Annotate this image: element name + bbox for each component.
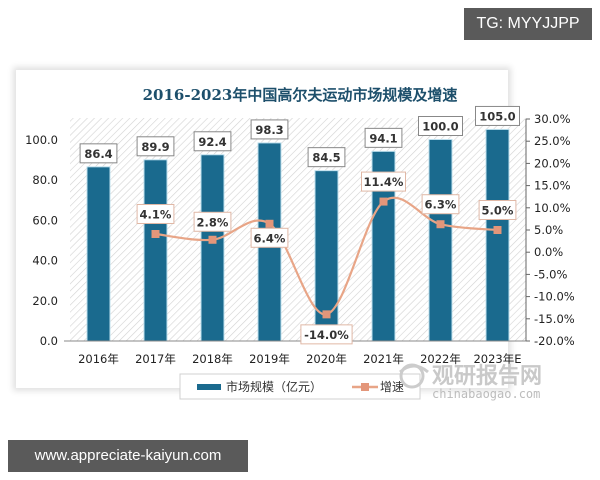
bar-value-label: 84.5 [312,151,340,165]
growth-value-label: 11.4% [364,175,404,189]
right-tick-label: -20.0% [534,334,575,348]
watermark-cn: 观研报告网 [432,364,542,389]
bar-value-label: 92.4 [198,135,226,149]
left-tick-label: 40.0 [32,254,58,268]
left-tick-label: 20.0 [32,294,58,308]
legend-bar-swatch [197,384,221,390]
right-tick-label: 25.0% [534,134,571,148]
bar-7 [486,129,509,341]
bar-value-label: 94.1 [369,131,397,145]
bar-value-label: 89.9 [141,140,169,154]
category-label: 2016年 [78,352,119,366]
right-tick-label: -10.0% [534,290,575,304]
category-label: 2018年 [192,352,233,366]
category-label: 2022年 [420,352,461,366]
category-label: 2019年 [249,352,290,366]
bar-4 [315,171,338,341]
category-label: 2021年 [363,352,404,366]
growth-value-label: 4.1% [140,207,172,221]
bar-value-label: 86.4 [84,147,112,161]
left-tick-label: 80.0 [32,173,58,187]
growth-marker [322,310,331,319]
right-tick-label: 15.0% [534,179,571,193]
growth-value-label: -14.0% [304,328,349,342]
right-tick-label: 0.0% [534,245,563,259]
category-label: 2020年 [306,352,347,366]
bar-1 [144,160,167,341]
growth-marker [151,229,160,238]
right-tick-label: -5.0% [534,267,567,281]
right-tick-label: 10.0% [534,201,571,215]
legend-label-market-size: 市场规模（亿元） [226,379,322,394]
bar-value-label: 98.3 [255,123,283,137]
right-tick-label: 20.0% [534,156,571,170]
plot-area: 0.0 20.0 40.0 60.0 80.0 100.0 30.0% 25.0% 20.0% 1… [25,105,575,366]
watermark-en: chinabaogao.com [432,387,540,401]
category-label: 2017年 [135,352,176,366]
growth-marker [379,197,388,206]
bar-0 [87,167,110,341]
growth-value-label: 6.3% [425,198,457,212]
chart-title: 2016-2023年中国高尔夫运动市场规模及增速 [143,86,458,104]
growth-marker [208,235,217,244]
left-tick-label: 0.0 [40,334,58,348]
bar-value-label: 100.0 [422,120,458,134]
right-tick-label: -15.0% [534,312,575,326]
growth-marker [493,226,502,234]
growth-value-label: 5.0% [482,204,514,218]
legend: 市场规模（亿元） 增速 [179,373,421,400]
category-label: 2023年E [473,352,521,366]
bar-6 [429,140,452,341]
right-tick-label: 5.0% [534,223,563,237]
left-tick-label: 60.0 [32,213,58,227]
growth-value-label: 2.8% [197,215,229,229]
left-tick-label: 100.0 [25,133,58,147]
url-badge: www.appreciate-kaiyun.com [8,440,248,472]
right-tick-label: 30.0% [534,112,571,126]
growth-marker [436,220,445,229]
bar-2 [201,155,224,341]
tg-badge: TG: MYYJJPP [464,8,592,40]
watermark: 观研报告网 chinabaogao.com [399,363,542,401]
legend-label-growth: 增速 [380,380,404,394]
growth-marker [265,219,274,228]
bar-value-label: 105.0 [479,109,515,123]
growth-value-label: 6.4% [254,231,286,245]
